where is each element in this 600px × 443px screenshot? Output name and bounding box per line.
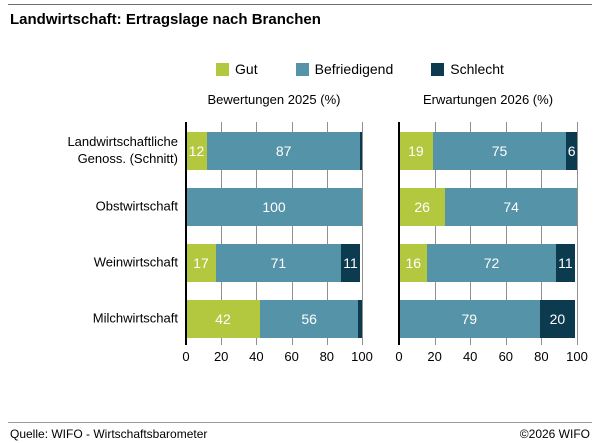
bar-segment-schlecht: 6 (566, 132, 577, 170)
bar-segment-befriedigend: 87 (207, 132, 361, 170)
bar-segment-gut: 42 (186, 300, 260, 338)
x-tick-label: 80 (534, 349, 549, 364)
gridline-60 (291, 122, 293, 345)
gridline-80 (326, 122, 328, 345)
panel-bewertungen-2025: 0 20 40 60 80 100 12 87 100 17 71 11 42 56 (182, 122, 373, 364)
x-tick-label: 60 (498, 349, 514, 364)
category-label: Milchwirtschaft (92, 310, 178, 326)
bar-segment-gut: 12 (186, 132, 208, 170)
legend-swatch-befriedigend (295, 62, 309, 76)
x-tick-label: 60 (284, 349, 299, 364)
panel-erwartungen-2026: 0 20 40 60 80 100 19 75 6 26 74 16 72 11 79 20 (395, 122, 588, 364)
bar-segment-befriedigend: 72 (427, 244, 556, 282)
bar-segment-schlecht: 11 (555, 244, 576, 282)
x-tick-label: 100 (566, 349, 588, 364)
category-label: Obstwirtschaft (95, 198, 178, 214)
bar-segment-gut: 17 (186, 244, 216, 282)
bar-segment-befriedigend: 74 (445, 188, 577, 226)
category-label: Weinwirtschaft (93, 254, 178, 270)
panel-header-bewertungen-2025: Bewertungen 2025 (%) (207, 92, 341, 107)
gridline-40 (256, 122, 258, 345)
category-label: Landwirtschaftliche Genoss. (Schnitt) (67, 134, 178, 166)
x-tick-label: 0 (395, 349, 403, 364)
x-tick-label: 20 (427, 349, 442, 364)
x-tick-label: 40 (249, 349, 264, 364)
bar-segment-schlecht (360, 132, 362, 170)
bar-segment-befriedigend: 100 (186, 188, 362, 226)
x-tick-label: 80 (319, 349, 335, 364)
x-tick-label: 100 (351, 349, 373, 364)
bar-segment-schlecht (358, 300, 362, 338)
bar-segment-gut: 26 (399, 188, 446, 226)
y-axis-line (398, 122, 400, 345)
bar-segment-schlecht: 11 (340, 244, 361, 282)
bar-segment-befriedigend: 75 (432, 132, 567, 170)
bar-segment-befriedigend: 56 (259, 300, 359, 338)
gridline-100 (362, 122, 363, 345)
footer-rule (8, 422, 592, 423)
y-axis-line (185, 122, 187, 345)
legend-swatch-schlecht (431, 62, 445, 76)
bar-segment-schlecht: 20 (539, 300, 576, 338)
bar-segment-befriedigend: 79 (399, 300, 540, 338)
legend-item-schlecht: Schlecht (431, 61, 504, 77)
footer-source: Quelle: WIFO - Wirtschaftsbarometer (10, 427, 208, 441)
x-tick-label: 0 (182, 349, 190, 364)
panel-header-erwartungen-2026: Erwartungen 2026 (%) (422, 92, 554, 107)
x-tick-label: 40 (462, 349, 478, 364)
gridline-20 (434, 122, 436, 345)
bar-segment-gut: 19 (399, 132, 433, 170)
bar-segment-befriedigend: 71 (215, 244, 341, 282)
footer-copyright: ©2026 WIFO (519, 427, 590, 441)
legend-item-befriedigend: Befriedigend (295, 61, 394, 77)
legend-label-gut: Gut (235, 61, 258, 77)
gridline-40 (470, 122, 472, 345)
legend: Gut Befriedigend Schlecht (150, 61, 570, 77)
legend-label-befriedigend: Befriedigend (314, 61, 394, 77)
gridline-60 (505, 122, 507, 345)
legend-item-gut: Gut (216, 61, 258, 77)
bar-segment-gut: 16 (399, 244, 428, 282)
legend-swatch-gut (216, 62, 230, 76)
legend-label-schlecht: Schlecht (450, 61, 504, 77)
chart-title: Landwirtschaft: Ertragslage nach Branche… (10, 11, 321, 28)
gridline-100 (577, 122, 578, 345)
top-rule (8, 4, 592, 5)
x-tick-label: 20 (213, 349, 229, 364)
gridline-20 (221, 122, 223, 345)
gridline-80 (541, 122, 543, 345)
